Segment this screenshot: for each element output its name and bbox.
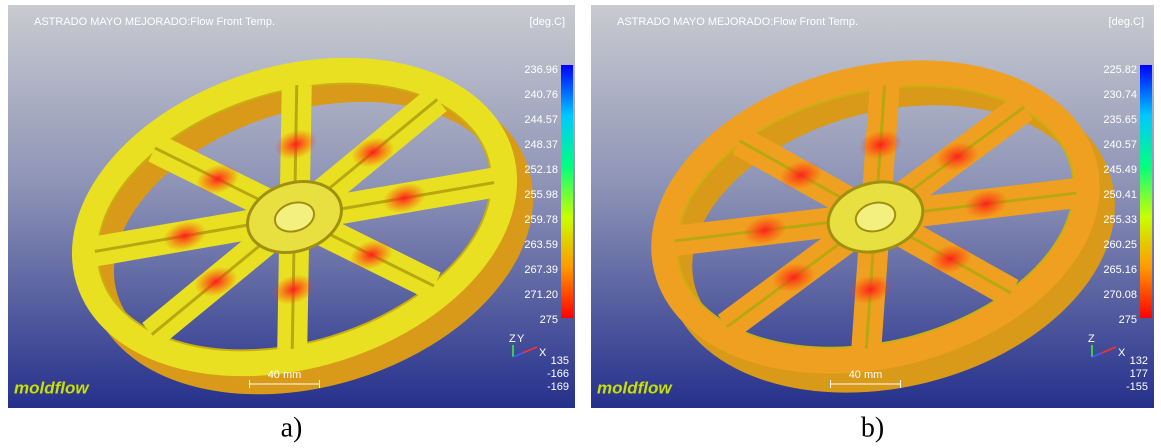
axis-letter: Z xyxy=(1088,333,1095,345)
hub-center xyxy=(854,201,897,233)
legend-label: 265.16 xyxy=(1103,264,1137,276)
unit-label: [deg.C] xyxy=(530,16,565,28)
hot-spot xyxy=(196,164,240,194)
hot-spot xyxy=(928,244,972,274)
legend-label: 275 xyxy=(540,314,558,326)
hot-spot xyxy=(779,160,823,190)
hot-spot xyxy=(271,274,315,305)
result-title: ASTRADO MAYO MEJORADO:Flow Front Temp. xyxy=(617,16,858,28)
legend-label: 259.78 xyxy=(524,214,558,226)
caption: a) xyxy=(281,412,303,443)
rim-edge xyxy=(96,82,493,352)
hot-spot xyxy=(935,141,979,172)
legend-label: 230.74 xyxy=(1103,89,1137,101)
logo: moldflow xyxy=(14,378,90,397)
legend-label: 263.59 xyxy=(524,239,558,251)
logo: moldflow xyxy=(597,378,673,397)
axis-letter: X xyxy=(539,347,547,359)
legend-label: 271.20 xyxy=(524,289,558,301)
view-coordinate: -166 xyxy=(547,368,569,380)
legend-label: 270.08 xyxy=(1103,289,1137,301)
legend-label: 236.96 xyxy=(524,64,558,76)
rim-face xyxy=(71,57,518,377)
hot-spot xyxy=(858,130,903,160)
legend-label: 244.57 xyxy=(524,114,558,126)
legend-label: 240.76 xyxy=(524,89,558,101)
view-coordinate: -169 xyxy=(547,381,569,393)
color-bar xyxy=(1140,65,1152,318)
result-title: ASTRADO MAYO MEJORADO:Flow Front Temp. xyxy=(34,16,275,28)
axis-letter: Y xyxy=(517,333,525,345)
legend-label: 235.65 xyxy=(1103,114,1137,126)
panel: ASTRADO MAYO MEJORADO:Flow Front Temp. [d… xyxy=(591,5,1154,408)
axis-letter: Z xyxy=(509,333,516,345)
caption: b) xyxy=(861,412,884,443)
scale-label: 40 mm xyxy=(849,369,883,381)
legend-label: 255.98 xyxy=(524,189,558,201)
legend-label: 275 xyxy=(1119,314,1137,326)
wheel-model xyxy=(651,60,1115,393)
legend-label: 252.18 xyxy=(524,164,558,176)
hot-spot xyxy=(382,183,426,213)
legend-label: 248.37 xyxy=(524,139,558,151)
view-coordinate: 132 xyxy=(1130,355,1148,367)
legend-label: 267.39 xyxy=(524,264,558,276)
hub-center xyxy=(273,201,316,233)
view-coordinate: 177 xyxy=(1130,368,1148,380)
rim-edge xyxy=(676,85,1075,349)
hot-spot xyxy=(743,215,787,245)
hot-spot xyxy=(349,240,393,270)
scale-label: 40 mm xyxy=(268,369,302,381)
legend-label: 225.82 xyxy=(1103,64,1137,76)
hot-spot xyxy=(964,189,1008,219)
hot-spot xyxy=(194,266,238,297)
axis-letter: X xyxy=(1118,347,1126,359)
axis-z xyxy=(512,352,524,358)
legend-label: 260.25 xyxy=(1103,239,1137,251)
legend-label: 245.49 xyxy=(1103,164,1137,176)
legend-label: 250.41 xyxy=(1103,189,1137,201)
axis-z xyxy=(1091,352,1103,358)
hot-spot xyxy=(274,129,318,160)
rim-face xyxy=(651,60,1100,374)
hot-spot xyxy=(163,221,207,251)
hot-spot xyxy=(772,262,816,293)
view-coordinate: -155 xyxy=(1126,381,1148,393)
hot-spot xyxy=(848,274,893,304)
panel: ASTRADO MAYO MEJORADO:Flow Front Temp. [d… xyxy=(8,5,575,408)
color-bar xyxy=(561,65,573,318)
legend-label: 240.57 xyxy=(1103,139,1137,151)
unit-label: [deg.C] xyxy=(1109,16,1144,28)
hot-spot xyxy=(351,137,395,168)
legend-label: 255.33 xyxy=(1103,214,1137,226)
view-coordinate: 135 xyxy=(551,355,569,367)
wheel-model xyxy=(71,57,534,395)
